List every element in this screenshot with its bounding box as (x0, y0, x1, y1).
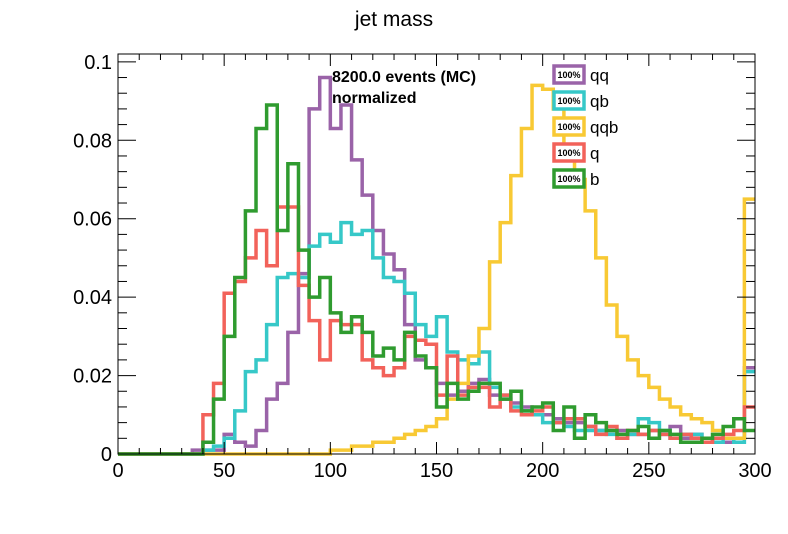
legend-swatch-qqb (552, 116, 586, 137)
legend-badge: 100% (557, 96, 580, 106)
legend-badge: 100% (557, 70, 580, 80)
y-tick-label: 0 (101, 444, 112, 466)
chart-title: jet mass (354, 8, 433, 31)
legend-entry-qq: 100% qq (552, 64, 609, 85)
legend-badge: 100% (557, 174, 580, 184)
histogram-line-b (118, 103, 755, 456)
x-tick-label: 100 (314, 460, 347, 482)
legend-label-qqb: qqb (590, 118, 618, 137)
legend-label-b: b (590, 170, 599, 189)
y-tick-label: 0.06 (73, 209, 112, 231)
legend-swatch-qq (552, 64, 586, 85)
x-tick-label: 200 (526, 460, 559, 482)
y-tick-label: 0.02 (73, 366, 112, 388)
x-tick-label: 0 (112, 460, 123, 482)
legend-label-q: q (590, 144, 599, 163)
x-tick-label: 300 (738, 460, 771, 482)
legend: 100% qq 100% qb 100% qqb 100% q 100% b (552, 64, 618, 189)
legend-swatch-qb (552, 90, 586, 111)
legend-badge: 100% (557, 122, 580, 132)
legend-badge: 100% (557, 148, 580, 158)
event-count-annotation: 8200.0 events (MC) (332, 69, 476, 86)
legend-entry-q: 100% q (552, 142, 599, 163)
histogram-line-qb (118, 220, 755, 456)
x-tick-label: 250 (632, 460, 665, 482)
legend-swatch-b (552, 168, 586, 189)
y-tick-label: 0.04 (73, 287, 112, 309)
legend-label-qb: qb (590, 92, 609, 111)
histogram-series-layer (118, 75, 755, 456)
legend-entry-b: 100% b (552, 168, 599, 189)
axis-layer: 0 50 100 150 200 250 300 0 0.02 0.04 0.06 0.08 0.1 (73, 52, 772, 482)
legend-entry-qqb: 100% qqb (552, 116, 618, 137)
legend-label-qq: qq (590, 66, 609, 85)
y-tick-label: 0.08 (73, 130, 112, 152)
x-tick-label: 50 (213, 460, 235, 482)
legend-swatch-q (552, 142, 586, 163)
normalized-annotation: normalized (332, 90, 416, 107)
y-tick-label: 0.1 (84, 52, 112, 74)
x-tick-label: 150 (420, 460, 453, 482)
legend-entry-qb: 100% qb (552, 90, 609, 111)
